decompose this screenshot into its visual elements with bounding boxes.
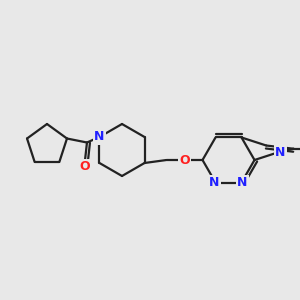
Text: N: N xyxy=(275,146,285,160)
Text: N: N xyxy=(237,176,248,189)
Text: N: N xyxy=(94,130,105,143)
Text: N: N xyxy=(209,176,220,189)
Text: O: O xyxy=(80,160,90,173)
Text: O: O xyxy=(179,154,190,166)
